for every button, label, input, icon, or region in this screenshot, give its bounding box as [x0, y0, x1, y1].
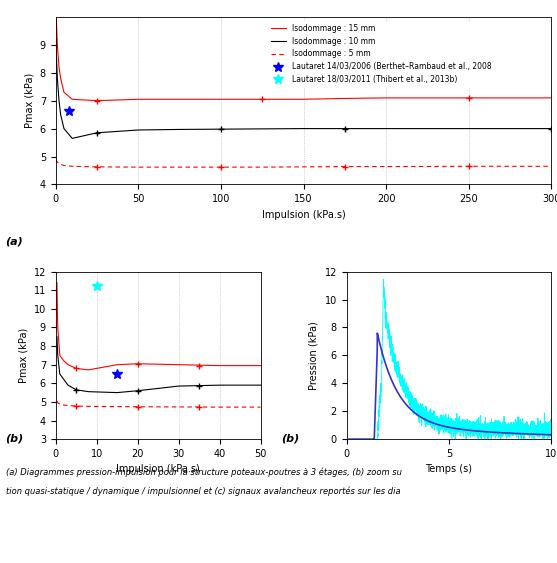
Text: (b): (b) — [6, 434, 24, 444]
Legend: Isodommage : 15 mm, Isodommage : 10 mm, Isodommage : 5 mm, Lautaret 14/03/2006 (: Isodommage : 15 mm, Isodommage : 10 mm, … — [268, 21, 495, 87]
Y-axis label: Pmax (kPa): Pmax (kPa) — [18, 328, 28, 383]
Text: (b): (b) — [281, 434, 300, 444]
Text: (a): (a) — [6, 237, 23, 247]
X-axis label: Impulsion (kPa.s): Impulsion (kPa.s) — [262, 210, 345, 220]
Y-axis label: Pmax (kPa): Pmax (kPa) — [24, 73, 34, 128]
X-axis label: Temps (s): Temps (s) — [426, 464, 472, 475]
Text: (a) Diagrammes pression-impulsion pour la structure poteaux-poutres à 3 étages, : (a) Diagrammes pression-impulsion pour l… — [6, 467, 402, 477]
Y-axis label: Pression (kPa): Pression (kPa) — [309, 321, 319, 390]
X-axis label: Impulsion (kPa.s): Impulsion (kPa.s) — [116, 464, 200, 475]
Text: tion quasi-statique / dynamique / impulsionnel et (c) signaux avalancheux report: tion quasi-statique / dynamique / impuls… — [6, 487, 400, 497]
